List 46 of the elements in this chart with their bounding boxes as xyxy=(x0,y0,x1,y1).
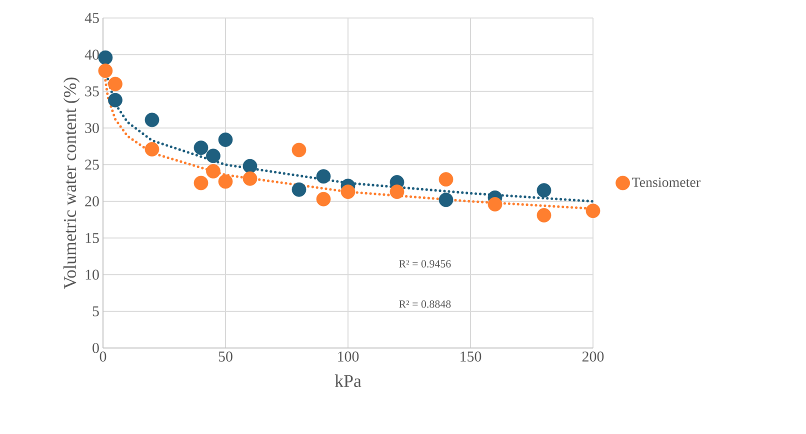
annotation: R² = 0.8848 xyxy=(399,300,451,308)
y-tick-label: 45 xyxy=(84,13,99,23)
point xyxy=(144,112,160,128)
point xyxy=(586,204,600,218)
y-tick-label: 35 xyxy=(85,86,99,96)
point xyxy=(536,208,552,222)
point xyxy=(242,171,258,186)
point xyxy=(144,142,160,156)
point xyxy=(438,172,454,187)
y-tick-label: 15 xyxy=(86,233,99,243)
x-tick-label: 50 xyxy=(218,352,232,362)
point xyxy=(316,192,331,206)
point xyxy=(206,164,220,178)
point xyxy=(206,148,220,164)
point xyxy=(108,92,122,108)
point xyxy=(218,132,233,147)
point xyxy=(390,184,404,199)
annotation: R² = 0.9456 xyxy=(399,260,451,268)
y-tick-label: 0 xyxy=(92,342,99,354)
y-tick-label: 10 xyxy=(86,270,99,280)
legend-label: Tensiometer xyxy=(632,178,700,188)
point xyxy=(194,140,208,155)
point xyxy=(218,174,233,189)
point xyxy=(242,158,258,174)
point xyxy=(316,169,331,184)
y-tick-label: 40 xyxy=(84,50,99,60)
y-tick-label: 5 xyxy=(92,306,99,316)
x-axis-title: kPa xyxy=(334,374,362,388)
point xyxy=(98,64,113,78)
point xyxy=(536,183,552,198)
y-tick-label: 30 xyxy=(85,122,99,134)
x-tick-label: 200 xyxy=(582,352,604,362)
point xyxy=(194,176,208,190)
point xyxy=(340,184,356,199)
point xyxy=(292,182,306,197)
point xyxy=(108,76,122,92)
x-tick-label: 100 xyxy=(338,352,359,362)
point xyxy=(438,192,454,208)
x-tick-label: 150 xyxy=(460,352,482,362)
point xyxy=(98,50,113,65)
x-tick-label: 0 xyxy=(100,352,106,362)
point xyxy=(488,197,502,212)
point xyxy=(292,142,306,158)
y-axis-title: Volumetric water content (%) xyxy=(63,78,80,289)
y-tick-label: 25 xyxy=(85,160,99,170)
y-tick-label: 20 xyxy=(85,196,99,206)
